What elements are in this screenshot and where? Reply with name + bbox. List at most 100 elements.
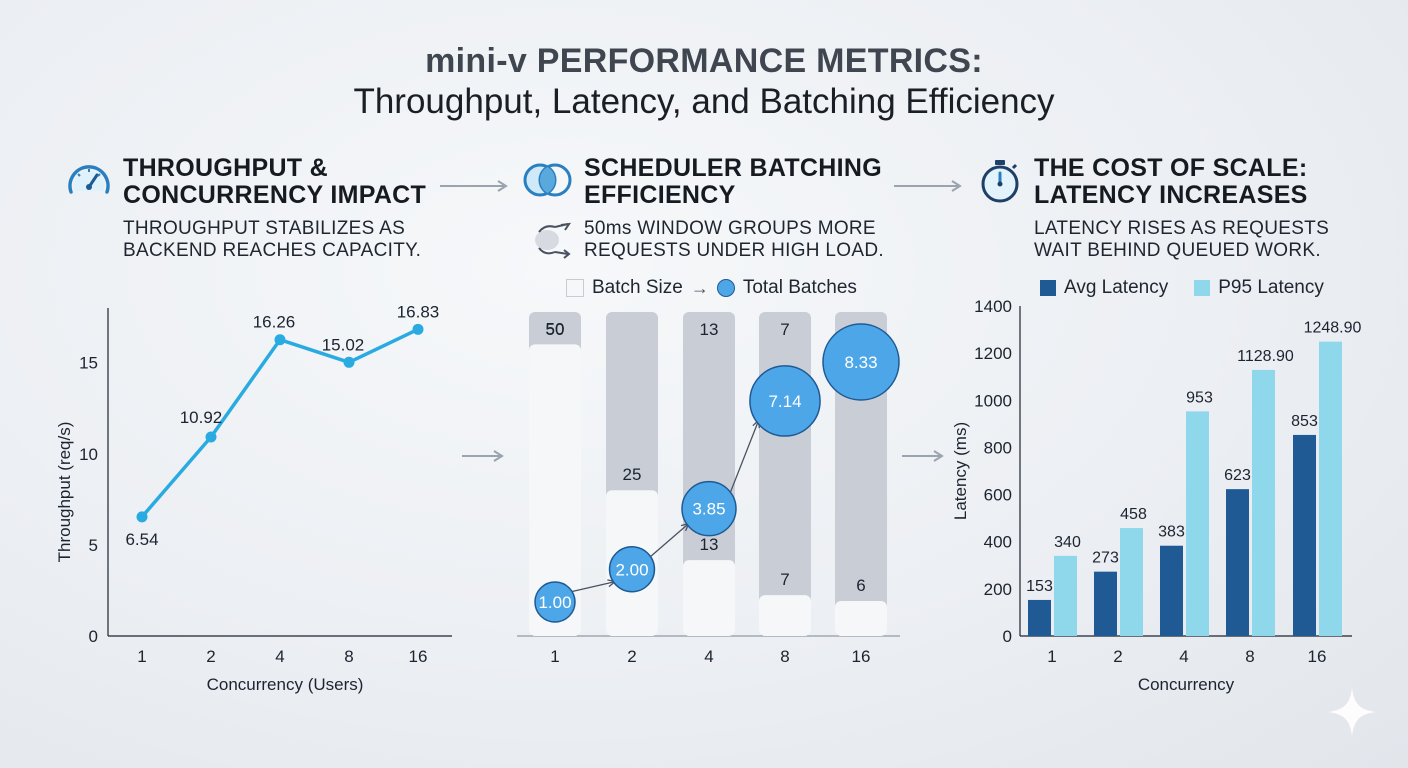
x-tick-label: 2 (1113, 647, 1122, 666)
y-tick-label: 200 (984, 580, 1012, 599)
batch-size-label: 8.33 (844, 353, 877, 372)
column-top-label: 7 (780, 320, 789, 339)
throughput-heading-line2: CONCURRENCY IMPACT (123, 181, 427, 209)
throughput-data-label: 10.92 (180, 408, 223, 427)
x-tick-label: 8 (780, 647, 789, 666)
total-batches-swatch (716, 279, 735, 297)
batch-size-bubble (681, 480, 737, 537)
y-axis-title: Latency (ms) (951, 422, 970, 520)
total-batches-fill (529, 344, 581, 636)
x-tick-label: 8 (344, 647, 353, 666)
trend-arrow-line (648, 523, 690, 559)
throughput-data-label: 15.02 (322, 335, 365, 354)
throughput-point (205, 431, 217, 443)
x-tick-label: 4 (1179, 647, 1188, 666)
avg-latency-bar (1094, 571, 1117, 636)
p95-latency-bar (1120, 528, 1143, 636)
avg-latency-label: 623 (1224, 467, 1251, 484)
y-tick-label: 400 (984, 533, 1012, 552)
batch-size-swatch (566, 279, 584, 297)
batch-size-bubble (822, 323, 900, 401)
stopwatch-icon (981, 160, 1019, 203)
avg-latency-label: 153 (1026, 578, 1053, 595)
throughput-data-label: 16.83 (397, 302, 440, 321)
y-tick-label: 1000 (974, 391, 1012, 410)
column-top-label: 13 (700, 320, 719, 339)
avg-latency-bar (1293, 434, 1316, 636)
p95-latency-label: 953 (1186, 389, 1213, 406)
y-tick-label: 800 (984, 438, 1012, 457)
x-tick-label: 2 (627, 647, 636, 666)
p95-latency-bar (1054, 555, 1077, 636)
arrow-right-icon (440, 180, 508, 192)
latency-heading-line2: LATENCY INCREASES (1034, 181, 1308, 209)
avg-latency-bar (1226, 489, 1249, 636)
latency-sub-line2: WAIT BEHIND QUEUED WORK. (1034, 240, 1321, 261)
latency-legend: Avg Latency P95 Latency (1040, 277, 1324, 299)
p95-latency-bar (1252, 369, 1275, 636)
p95-latency-swatch (1194, 280, 1211, 296)
p95-latency-bar (1319, 341, 1342, 636)
avg-latency-swatch (1040, 280, 1056, 296)
batch-column-track (683, 312, 735, 636)
throughput-sub-line2: BACKEND REACHES CAPACITY. (123, 240, 422, 261)
p95-latency-label: 340 (1054, 534, 1081, 551)
y-tick-label: 1400 (974, 297, 1012, 316)
x-axis-title: Concurrency (1138, 675, 1235, 694)
speedometer-icon (68, 165, 110, 194)
x-tick-label: 1 (137, 647, 146, 666)
p95-latency-legend-label: P95 Latency (1218, 277, 1324, 298)
batch-size-label: 7.14 (768, 392, 801, 411)
trend-arrow-line (569, 580, 616, 593)
y-tick-label: 1200 (974, 344, 1012, 363)
y-tick-label: 0 (89, 627, 98, 646)
x-tick-label: 1 (550, 647, 559, 666)
y-tick-label: 5 (89, 536, 98, 555)
throughput-data-label: 6.54 (125, 530, 158, 549)
batch-size-label: 1.00 (538, 593, 571, 612)
x-tick-label: 4 (704, 647, 713, 666)
arrow-right-icon (894, 180, 962, 192)
avg-latency-bar (1028, 599, 1051, 636)
total-batches-label: 13 (700, 535, 719, 554)
p95-latency-label: 1248.90 (1304, 320, 1362, 337)
avg-latency-legend-label: Avg Latency (1064, 277, 1169, 298)
x-axis-title: Concurrency (Users) (207, 675, 364, 694)
batch-size-label: 2.00 (615, 560, 648, 579)
throughput-heading-line1: THROUGHPUT & (123, 154, 328, 182)
batching-sub-line2: REQUESTS UNDER HIGH LOAD. (584, 240, 884, 261)
x-tick-label: 1 (1047, 647, 1056, 666)
x-tick-label: 2 (206, 647, 215, 666)
batching-heading-line1: SCHEDULER BATCHING (584, 154, 882, 182)
page-subtitle: Throughput, Latency, and Batching Effici… (353, 82, 1055, 121)
throughput-sub-line1: THROUGHPUT STABILIZES AS (123, 218, 406, 239)
batch-size-bubble (534, 581, 576, 623)
y-tick-label: 600 (984, 486, 1012, 505)
x-tick-label: 16 (1308, 647, 1327, 666)
total-batches-fill (683, 560, 735, 636)
avg-latency-label: 853 (1291, 413, 1318, 430)
x-tick-label: 16 (409, 647, 428, 666)
x-tick-label: 4 (275, 647, 284, 666)
p95-latency-label: 458 (1120, 506, 1147, 523)
legend-arrow-icon: → (690, 277, 709, 298)
batching-sub-line1: 50ms WINDOW GROUPS MORE (584, 218, 876, 239)
y-tick-label: 0 (1003, 627, 1012, 646)
batch-size-legend-label: Batch Size (592, 277, 683, 298)
total-batches-fill (759, 595, 811, 636)
total-batches-label: 50 (546, 319, 565, 338)
total-batches-fill (835, 601, 887, 636)
throughput-point (343, 356, 355, 368)
batching-legend: Batch Size → Total Batches (566, 277, 857, 299)
throughput-point (136, 511, 148, 523)
total-batches-legend-label: Total Batches (742, 277, 857, 298)
page-title: mini-v PERFORMANCE METRICS: (425, 42, 983, 80)
avg-latency-label: 273 (1092, 550, 1119, 567)
latency-sub-line1: LATENCY RISES AS REQUESTS (1034, 218, 1330, 239)
y-tick-label: 15 (79, 354, 98, 373)
batch-size-label: 3.85 (692, 500, 725, 519)
